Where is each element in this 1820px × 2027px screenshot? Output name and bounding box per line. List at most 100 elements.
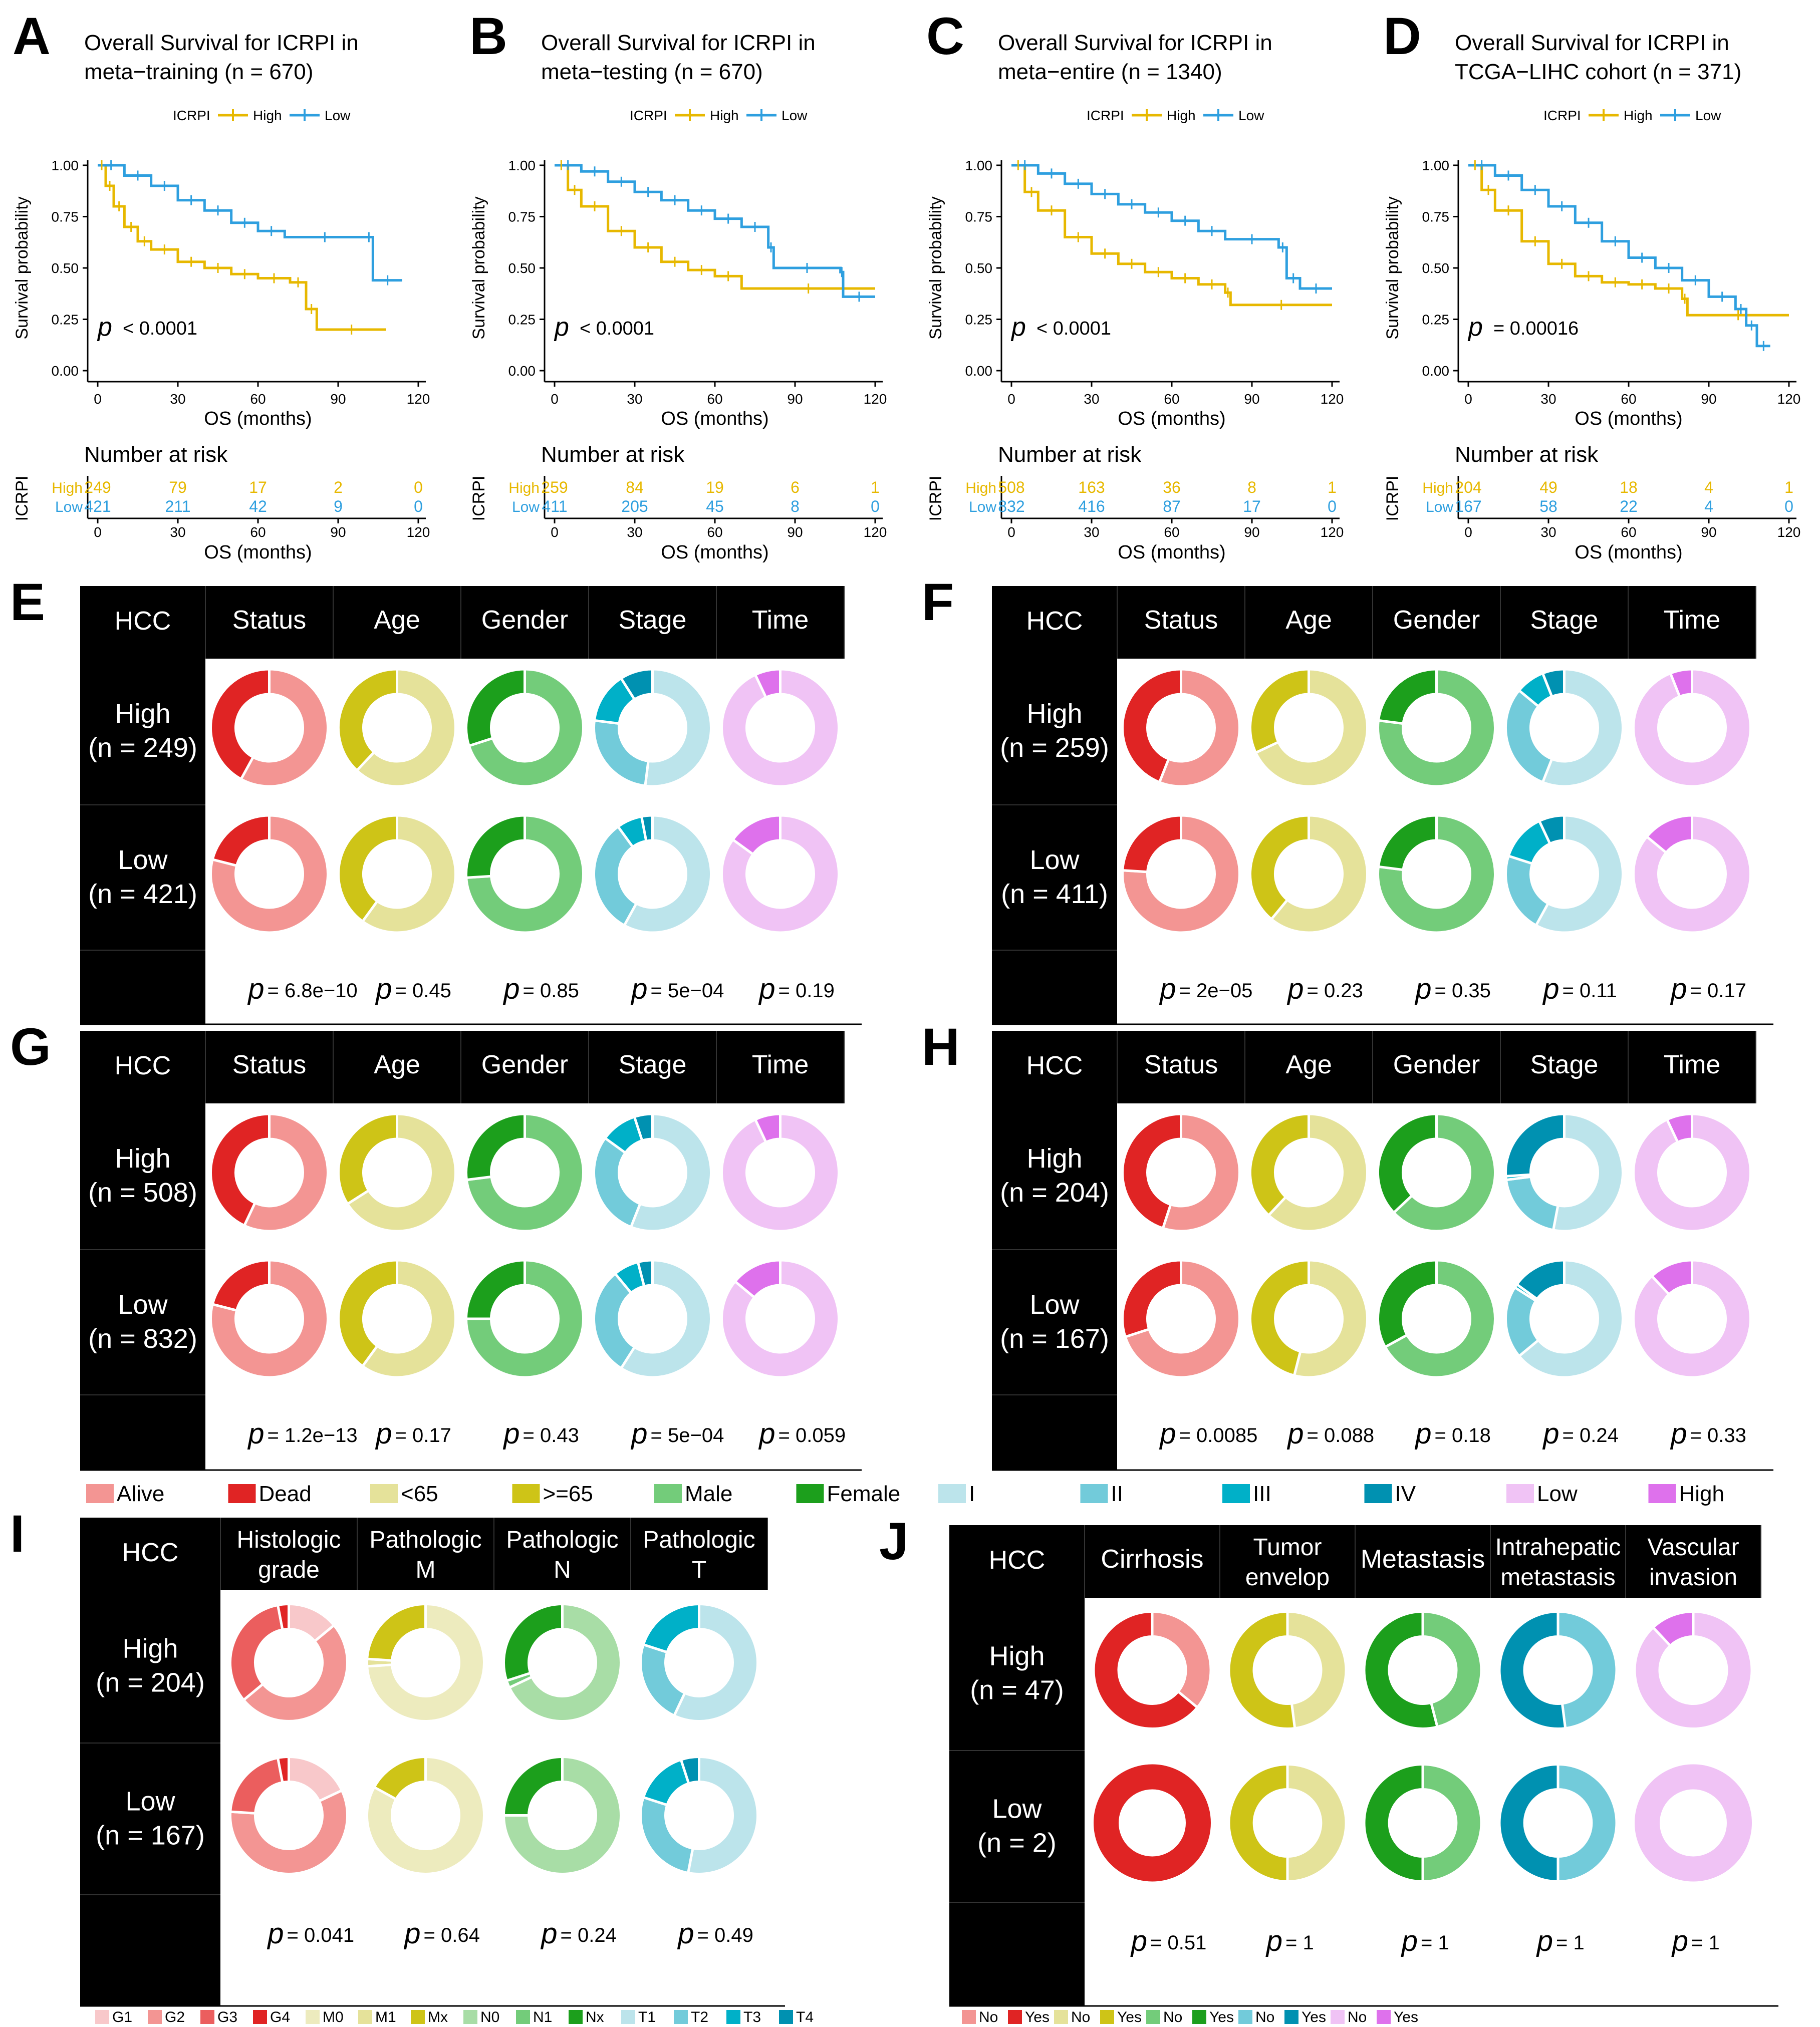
- donut-slice: [1534, 814, 1624, 934]
- legend-main-item-swatch: [86, 1484, 114, 1503]
- column-header: Stage: [619, 606, 687, 635]
- pvalue-text: = 1: [1691, 1932, 1720, 1954]
- pvalue-text: = 0.24: [1563, 1424, 1619, 1446]
- legend-j-item-swatch: [962, 2010, 976, 2024]
- column-header: invasion: [1649, 1564, 1737, 1591]
- legend-main-item-swatch: [654, 1484, 682, 1503]
- risk-value-high: 17: [249, 478, 267, 496]
- pvalue-p: p: [630, 1417, 647, 1450]
- legend-i-item-label: T4: [796, 2009, 814, 2024]
- row-count: (n = 204): [96, 1668, 205, 1698]
- legend-main-item-label: III: [1253, 1482, 1271, 1506]
- legend-label: High: [1167, 108, 1196, 123]
- x-tick-label: 0: [551, 391, 559, 407]
- x-tick-label: 90: [1244, 391, 1259, 407]
- chart-title: Overall Survival for ICRPI in: [998, 31, 1272, 55]
- legend-i-item-label: N0: [480, 2009, 499, 2024]
- corner-label: HCC: [989, 1546, 1046, 1575]
- donut-slice: [209, 814, 329, 934]
- series-high-line: [98, 164, 386, 331]
- legend-i-item-label: G4: [270, 2009, 290, 2024]
- risk-x-axis-label: OS (months): [204, 542, 312, 563]
- donut-panel-F: F HCC Status Age Gender Stage Time High (n = 259…: [922, 573, 1773, 1025]
- y-tick-label: 0.75: [508, 209, 536, 225]
- pvalue-text: = 0.0085: [1179, 1424, 1258, 1446]
- donut-slice: [1669, 668, 1693, 698]
- legend-i-item-swatch: [306, 2010, 320, 2024]
- donut-slice: [593, 1136, 642, 1229]
- km-panel-D: D Overall Survival for ICRPI in TCGA−LIHC …: [1383, 7, 1800, 563]
- pvalue-p: p: [375, 1417, 392, 1450]
- pvalue-p: p: [403, 1917, 420, 1950]
- donut-slice: [346, 1112, 457, 1233]
- column-header: Gender: [481, 606, 568, 635]
- donut-slice: [1121, 1259, 1182, 1339]
- y-tick-label: 0.00: [1422, 363, 1450, 379]
- panel-letter: F: [922, 573, 954, 632]
- column-header: Vascular: [1647, 1534, 1739, 1561]
- pvalue-p: p: [1414, 973, 1431, 1005]
- legend-i-item-swatch: [358, 2010, 372, 2024]
- risk-value-high: 79: [169, 478, 187, 496]
- risk-x-tick-label: 90: [787, 524, 803, 540]
- pvalue-text: = 1.2e−13: [268, 1424, 358, 1446]
- panel-letter: J: [879, 1512, 908, 1571]
- donut-slice: [1161, 1112, 1241, 1233]
- legend-i-item-label: T3: [743, 2009, 761, 2024]
- donut-slice: [465, 1112, 526, 1182]
- donut-slice: [593, 719, 650, 787]
- risk-x-tick-label: 30: [627, 524, 642, 540]
- pvalue-p: p: [1159, 973, 1176, 1005]
- donut-panel-E: E HCC Status Age Gender Stage Time High (n = 249…: [10, 573, 862, 1025]
- donut-slice: [720, 814, 840, 934]
- donut-slice: [1541, 668, 1624, 788]
- legend-j-item-label: No: [979, 2009, 998, 2024]
- donut-slice: [242, 1112, 329, 1233]
- risk-value-low: 0: [1784, 497, 1793, 515]
- risk-x-tick-label: 90: [1701, 524, 1716, 540]
- legend-main-item-label: Alive: [117, 1482, 164, 1506]
- row-label: High: [115, 1143, 170, 1174]
- legend-label: Low: [1238, 108, 1264, 123]
- donut-slice: [1498, 1763, 1559, 1883]
- column-header: metastasis: [1500, 1564, 1615, 1591]
- legend-j-item-swatch: [1054, 2010, 1068, 2024]
- column-header: Time: [1664, 606, 1721, 635]
- legend-j-item-swatch: [1284, 2010, 1298, 2024]
- column-header: Stage: [1530, 606, 1599, 635]
- donut-slice: [1266, 1112, 1369, 1233]
- row-count: (n = 2): [977, 1828, 1057, 1858]
- risk-value-high: 36: [1163, 478, 1181, 496]
- column-header: Time: [752, 1050, 809, 1079]
- pvalue-p: p: [630, 973, 647, 1005]
- legend-i-item-swatch: [200, 2010, 214, 2024]
- donut-slice: [276, 1602, 290, 1631]
- legend-j-item-label: No: [1348, 2009, 1367, 2024]
- donut-slice: [644, 668, 712, 788]
- panel-letter: H: [922, 1018, 960, 1076]
- row-label: Low: [1029, 845, 1080, 875]
- donut-slice: [1286, 1610, 1348, 1730]
- donut-slice: [1632, 1259, 1752, 1379]
- risk-title: Number at risk: [541, 442, 685, 467]
- risk-value-low: 87: [1163, 497, 1181, 515]
- risk-value-high: 259: [541, 478, 568, 496]
- pvalue-p: p: [247, 1417, 264, 1450]
- donut-slice: [1650, 1259, 1693, 1296]
- row-label: High: [1026, 699, 1082, 729]
- legend-i-item-label: G3: [217, 2009, 237, 2024]
- donut-slice: [720, 668, 840, 788]
- column-header: Status: [1144, 1050, 1218, 1079]
- x-tick-label: 90: [1701, 391, 1716, 407]
- column-header: Status: [232, 606, 306, 635]
- risk-value-low: 167: [1455, 497, 1481, 515]
- x-tick-label: 90: [330, 391, 346, 407]
- legend-main: Alive Dead <65 >=65 Male Female I II III IV Low Hig…: [86, 1482, 1724, 1506]
- risk-x-tick-label: 120: [407, 524, 430, 540]
- donut-slice: [502, 1755, 622, 1875]
- legend-i-item-label: N1: [533, 2009, 552, 2024]
- row-label: Low: [118, 1290, 168, 1320]
- risk-value-low: 58: [1539, 497, 1557, 515]
- risk-value-high: 49: [1539, 478, 1557, 496]
- donut-slice: [1556, 1610, 1618, 1730]
